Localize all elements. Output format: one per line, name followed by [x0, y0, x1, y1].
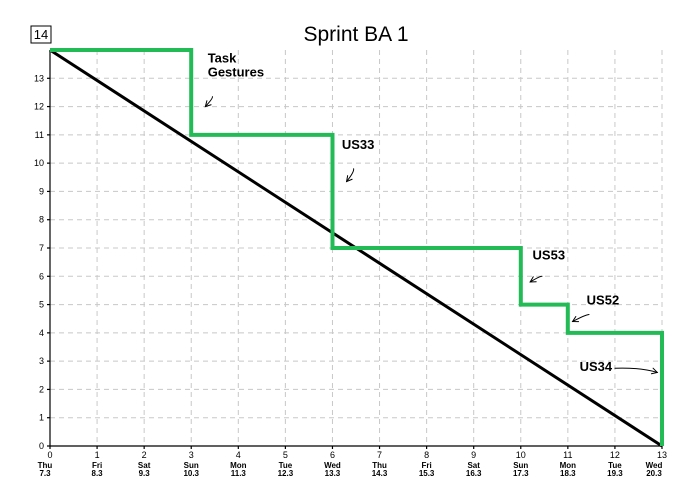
annotation-arrow	[204, 96, 213, 108]
annotation-label: Task Gestures	[208, 51, 264, 80]
x-date-label: 9.3	[139, 469, 151, 478]
actual-remaining-line	[50, 48, 664, 446]
x-date-label: 13.3	[325, 469, 341, 478]
annotation-label: US52	[587, 293, 620, 308]
y-tick-label: 8	[39, 215, 44, 225]
x-date-label: 14.3	[372, 469, 388, 478]
x-date-label: 8.3	[92, 469, 104, 478]
x-tick-label: 0	[47, 450, 52, 460]
x-day-name-label: Fri	[421, 461, 431, 470]
x-day-name-label: Tue	[279, 461, 293, 470]
annotation-arrow	[572, 313, 590, 323]
series	[49, 48, 664, 448]
y-tick-label: 1	[39, 413, 44, 423]
annotation-arrowhead	[650, 367, 659, 375]
annotation-arrow	[346, 168, 355, 183]
annotation-line: US34	[580, 359, 613, 374]
annotation-arrowhead	[204, 100, 212, 108]
x-day-name-label: Tue	[608, 461, 622, 470]
x-date-label: 11.3	[231, 469, 247, 478]
y-tick-label: 3	[39, 356, 44, 366]
annotation-line: US33	[342, 137, 375, 152]
annotation-arrow	[614, 367, 658, 373]
x-tick-label: 4	[236, 450, 241, 460]
x-tick-label: 2	[142, 450, 147, 460]
x-tick-label: 9	[471, 450, 476, 460]
y-tick-label: 12	[34, 102, 44, 112]
sprint-day-badge: 14	[34, 27, 48, 42]
annotation-label: US34	[580, 359, 613, 374]
annotation-arrowhead	[345, 175, 353, 183]
x-date-label: 17.3	[513, 469, 529, 478]
y-tick-label: 9	[39, 186, 44, 196]
annotation-line: Task	[208, 51, 237, 66]
x-day-name-label: Thu	[372, 461, 387, 470]
x-day-name-label: Mon	[230, 461, 247, 470]
x-day-name-label: Mon	[560, 461, 577, 470]
y-tick-label: 2	[39, 384, 44, 394]
axes: 0123456789101112130Thu7.31Fri8.32Sat9.33…	[34, 50, 667, 478]
chart-title: Sprint BA 1	[303, 23, 408, 46]
y-tick-label: 4	[39, 328, 44, 338]
annotation-arrowhead	[571, 316, 580, 323]
x-day-name-label: Wed	[324, 461, 341, 470]
annotation-label: US33	[342, 137, 375, 152]
x-tick-label: 1	[95, 450, 100, 460]
x-day-name-label: Sun	[513, 461, 528, 470]
annotation-arrowhead	[529, 276, 537, 283]
y-tick-label: 0	[39, 441, 44, 451]
x-tick-label: 10	[516, 450, 526, 460]
x-tick-label: 13	[657, 450, 667, 460]
annotations: Task Gestures US33 US53 US52 US34	[204, 51, 659, 375]
y-tick-label: 7	[39, 243, 44, 253]
x-tick-label: 8	[424, 450, 429, 460]
x-tick-label: 3	[189, 450, 194, 460]
x-day-name-label: Fri	[92, 461, 102, 470]
annotation-line: Gestures	[208, 65, 264, 80]
annotation-line: US53	[533, 247, 566, 262]
x-date-label: 12.3	[278, 469, 294, 478]
annotation-arrow	[529, 275, 543, 283]
y-tick-label: 13	[34, 73, 44, 83]
y-tick-label: 6	[39, 271, 44, 281]
x-tick-label: 12	[610, 450, 620, 460]
x-tick-label: 11	[563, 450, 572, 460]
annotation-label: US53	[533, 247, 566, 262]
x-day-name-label: Wed	[646, 461, 663, 470]
x-date-label: 20.3	[646, 469, 662, 478]
x-date-label: 19.3	[607, 469, 623, 478]
x-tick-label: 5	[283, 450, 288, 460]
x-day-name-label: Sat	[467, 461, 480, 470]
x-date-label: 15.3	[419, 469, 435, 478]
x-tick-label: 7	[377, 450, 382, 460]
y-tick-label: 5	[39, 300, 44, 310]
x-date-label: 10.3	[183, 469, 199, 478]
x-day-name-label: Thu	[38, 461, 53, 470]
annotation-line: US52	[587, 293, 620, 308]
x-date-label: 16.3	[466, 469, 482, 478]
x-day-name-label: Sat	[138, 461, 151, 470]
x-date-label: 18.3	[560, 469, 576, 478]
x-day-name-label: Sun	[184, 461, 199, 470]
y-tick-label: 10	[34, 158, 44, 168]
sprint-day-badge-box	[30, 25, 52, 44]
x-tick-label: 6	[330, 450, 335, 460]
y-tick-label: 11	[35, 130, 44, 140]
x-date-label: 7.3	[39, 469, 51, 478]
